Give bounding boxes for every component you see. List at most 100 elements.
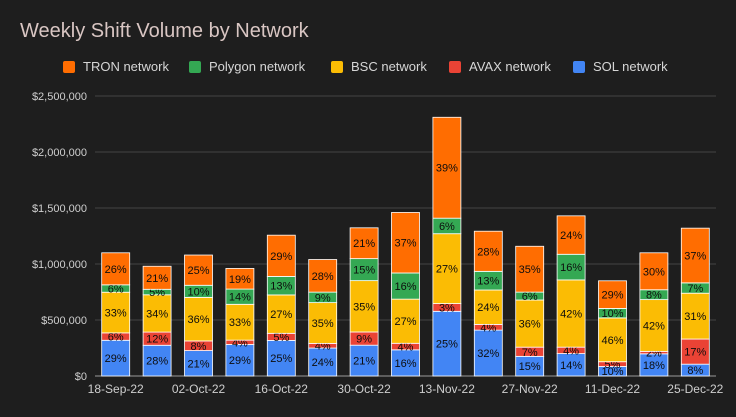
data-label: 29% [105,353,127,365]
legend-item-tron[interactable]: TRON network [63,59,169,74]
data-label: 21% [353,356,375,368]
data-label: 19% [229,274,251,286]
bar-segment [184,350,213,377]
legend-label-avax: AVAX network [469,59,551,74]
legend: TRON network Polygon network BSC network… [0,59,736,77]
data-label: 6% [108,332,124,344]
data-label: 8% [191,341,207,353]
legend-item-sol[interactable]: SOL network [573,59,668,74]
bar-segment [266,294,296,334]
x-tick-label: 13-Nov-22 [419,382,475,396]
bar-segment [101,339,131,377]
data-label: 32% [477,348,499,360]
bar-segment [556,279,586,348]
data-label: 4% [563,345,579,357]
bar-segment [308,347,338,377]
bar-segment [473,329,503,377]
data-label: 31% [684,311,706,323]
data-label: 29% [229,355,251,367]
legend-item-polygon[interactable]: Polygon network [189,59,305,74]
data-label: 12% [146,334,168,346]
bar-segment [391,212,420,274]
data-label: 7% [687,283,703,295]
bar-segment [266,234,296,277]
data-label: 24% [312,357,334,369]
data-label: 16% [394,358,416,370]
bar-segment [349,227,379,260]
data-label: 8% [687,365,703,377]
bar-segment [349,280,379,333]
legend-swatch-sol [573,60,585,73]
y-tick-label: $1,500,000 [32,203,87,215]
x-tick-label: 27-Nov-22 [502,382,558,396]
data-label: 8% [646,290,662,302]
data-label: 15% [353,265,375,277]
data-label: 6% [108,284,124,296]
bar-segment [680,338,710,365]
bar-segment [101,291,131,334]
data-label: 10% [601,366,623,378]
data-label: 13% [477,276,499,288]
data-label: 28% [146,356,168,368]
data-label: 4% [398,342,414,354]
data-label: 30% [643,266,665,278]
legend-label-sol: SOL network [593,59,668,74]
data-label: 26% [105,264,127,276]
data-label: 10% [187,286,209,298]
bar-segment [391,272,420,300]
data-label: 27% [394,316,416,328]
x-tick-label: 11-Dec-22 [585,382,640,396]
bar-segment [473,289,503,325]
x-tick-label: 25-Dec-22 [667,382,723,396]
data-label: 36% [519,319,541,331]
data-label: 16% [394,281,416,293]
bar-segment [473,230,503,272]
bar-segment [680,227,710,284]
legend-item-avax[interactable]: AVAX network [449,59,551,74]
bar-segment [349,344,379,377]
data-label: 33% [229,317,251,329]
data-label: 25% [270,353,292,365]
bar-segment [184,296,213,342]
data-label: 9% [315,292,331,304]
data-label: 3% [439,302,455,314]
data-label: 24% [477,302,499,314]
data-label: 15% [519,361,541,373]
legend-swatch-avax [449,60,461,73]
bar-segment [432,310,462,377]
bar-segment [556,215,586,255]
bar-segment [225,344,255,377]
data-label: 7% [522,347,538,359]
data-label: 4% [480,322,496,334]
data-label: 29% [270,251,292,263]
data-label: 5% [273,332,289,344]
x-tick-label: 02-Oct-22 [172,382,226,396]
data-label: 27% [436,264,458,276]
legend-swatch-bsc [331,60,343,73]
data-label: 9% [356,334,372,346]
chart-title: Weekly Shift Volume by Network [20,20,309,42]
y-tick-label: $2,500,000 [32,91,87,103]
data-label: 37% [684,251,706,263]
data-label: 10% [601,308,623,320]
data-label: 34% [146,308,168,320]
bar-segment [391,298,420,344]
data-label: 35% [519,264,541,276]
data-label: 24% [560,230,582,242]
bar-segment [556,253,586,281]
data-label: 14% [229,292,251,304]
bar-segment [101,252,131,286]
y-tick-label: $1,000,000 [32,259,87,271]
bar-segment [598,280,627,309]
y-tick-label: $2,000,000 [32,147,87,159]
data-label: 37% [394,238,416,250]
bar-segment [142,294,172,333]
data-label: 25% [187,265,209,277]
data-label: 35% [312,318,334,330]
data-label: 42% [560,309,582,321]
bar-segment [308,302,338,344]
legend-swatch-polygon [189,60,201,73]
legend-item-bsc[interactable]: BSC network [331,59,427,74]
x-tick-label: 30-Oct-22 [337,382,391,396]
